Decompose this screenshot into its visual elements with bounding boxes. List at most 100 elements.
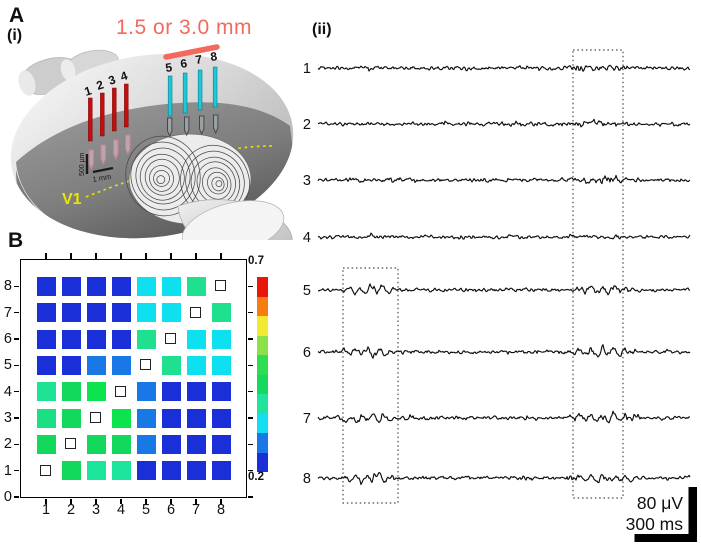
lfp-trace-7 <box>317 410 690 424</box>
heatmap-y-tick-label: 4 <box>3 383 12 400</box>
heatmap-y-tick-label: 3 <box>3 410 12 426</box>
colorbar-segment <box>257 413 268 433</box>
lfp-trace-5 <box>318 283 691 296</box>
lfp-trace-6 <box>317 344 691 359</box>
axis-tick <box>170 253 172 259</box>
trace-label-1: 1 <box>303 61 311 77</box>
colorbar-segment <box>257 296 268 316</box>
axis-tick <box>70 498 72 504</box>
colorbar-segment <box>257 394 268 414</box>
brain-schematic: 1 2 3 4 5 6 7 8 500 μm 1 mm V1 <box>10 44 294 240</box>
lfp-trace-2 <box>317 118 691 128</box>
heatmap-x-tick-label: 5 <box>142 502 151 518</box>
voltage-scalebar <box>688 487 697 542</box>
axis-tick <box>13 311 19 314</box>
electrode-7-number: 7 <box>194 52 203 67</box>
colorbar-segment <box>257 335 268 355</box>
axis-tick <box>45 253 47 259</box>
heatmap-y-tick-label: 1 <box>3 462 12 479</box>
axis-tick <box>247 443 253 446</box>
highlight-dashed-box-2 <box>572 49 624 499</box>
lfp-traces-panel: 80 μV 300 ms 1 2 3 4 5 6 7 8 <box>303 49 697 542</box>
colorbar-segment <box>257 316 268 336</box>
axis-tick <box>45 498 47 504</box>
axis-tick <box>70 253 72 259</box>
axis-tick <box>247 285 253 288</box>
electrode-6-number: 6 <box>179 56 188 71</box>
heatmap-y-tick-label: 0 <box>3 489 12 505</box>
spacing-scale: 1 mm <box>92 166 114 184</box>
panel-a-label: A <box>9 4 25 27</box>
heatmap-colorbar <box>257 277 268 472</box>
heatmap-y-tick-label: 2 <box>3 436 12 453</box>
axis-tick <box>195 253 197 259</box>
red-electrode-tips-subsurface <box>88 134 131 171</box>
axis-tick <box>145 253 147 259</box>
trace-label-2: 2 <box>303 117 311 133</box>
electrode-1-number: 1 <box>83 83 94 98</box>
colorbar-segment <box>257 277 268 297</box>
heatmap-x-tick-label: 1 <box>42 502 51 518</box>
axis-tick <box>13 285 19 288</box>
axis-tick <box>13 469 19 472</box>
axis-tick <box>13 496 19 498</box>
heatmap-axes-box <box>20 259 247 498</box>
lfp-trace-1 <box>317 64 691 72</box>
lfp-trace-3 <box>317 174 691 185</box>
heatmap-x-tick-label: 6 <box>167 502 176 518</box>
trace-label-6: 6 <box>303 345 311 361</box>
axis-tick <box>13 417 19 419</box>
axis-tick <box>145 498 147 504</box>
electrode-distance-label: 1.5 or 3.0 mm <box>116 16 253 39</box>
heatmap-x-tick-label: 4 <box>117 502 126 518</box>
axis-tick <box>247 390 253 393</box>
heatmap-y-tick-label: 6 <box>3 331 12 348</box>
heatmap-y-tick-label: 5 <box>3 357 12 374</box>
electrode-3-number: 3 <box>107 72 118 87</box>
depth-scale: 500 μm <box>79 152 89 176</box>
distance-bar <box>163 44 220 60</box>
highlight-dashed-box-1 <box>342 267 399 504</box>
colorbar-max-label: 0.7 <box>248 255 264 267</box>
colorbar-segment <box>257 452 268 472</box>
electrode-8-number: 8 <box>209 49 218 64</box>
heatmap-x-tick-label: 2 <box>67 502 76 518</box>
time-scale-label: 300 ms <box>626 514 684 534</box>
trace-label-8: 8 <box>303 471 311 487</box>
electrode-5-number: 5 <box>164 60 173 75</box>
panel-aii-label: (ii) <box>312 21 332 38</box>
electrode-4-number: 4 <box>119 68 130 83</box>
axis-tick <box>13 338 19 340</box>
electrode-2-number: 2 <box>95 77 106 92</box>
axis-tick <box>95 498 97 504</box>
heatmap-y-tick-label: 8 <box>3 278 12 295</box>
axis-tick <box>247 417 253 419</box>
v1-label: V1 <box>62 191 82 208</box>
lfp-trace-4 <box>317 232 691 240</box>
colorbar-segment <box>257 374 268 394</box>
axis-tick <box>120 498 122 504</box>
axis-tick <box>220 498 222 504</box>
panel-b-label: B <box>8 229 24 252</box>
axis-tick <box>13 390 19 393</box>
trace-label-3: 3 <box>303 173 311 189</box>
axis-tick <box>195 498 197 504</box>
axis-tick <box>247 496 253 498</box>
cyan-electrodes <box>167 66 218 117</box>
axis-tick <box>247 364 253 367</box>
trace-label-5: 5 <box>303 283 311 299</box>
colorbar-segment <box>257 433 268 453</box>
colorbar-segment <box>257 355 268 375</box>
axis-tick <box>120 253 122 259</box>
colorbar-min-label: 0.2 <box>248 471 264 483</box>
cut-stem-cylinder <box>177 199 293 240</box>
axis-tick <box>13 364 19 367</box>
trace-label-7: 7 <box>303 411 311 427</box>
depth-scale-label: 500 μm <box>79 152 86 176</box>
heatmap-x-tick-label: 7 <box>192 502 201 518</box>
heatmap-y-tick-label: 7 <box>3 304 12 321</box>
heatmap-x-tick-label: 3 <box>92 502 101 518</box>
axis-tick <box>170 498 172 504</box>
red-electrodes <box>88 83 129 142</box>
